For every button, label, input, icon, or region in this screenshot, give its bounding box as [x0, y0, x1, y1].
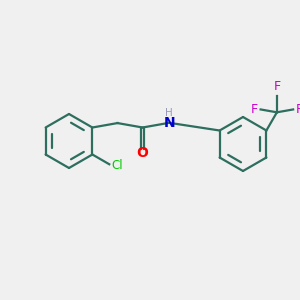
Text: H: H: [165, 108, 173, 118]
Text: N: N: [164, 116, 175, 130]
Text: F: F: [273, 80, 280, 93]
Text: F: F: [296, 103, 300, 116]
Text: O: O: [137, 146, 148, 160]
Text: Cl: Cl: [112, 159, 123, 172]
Text: F: F: [250, 103, 258, 116]
